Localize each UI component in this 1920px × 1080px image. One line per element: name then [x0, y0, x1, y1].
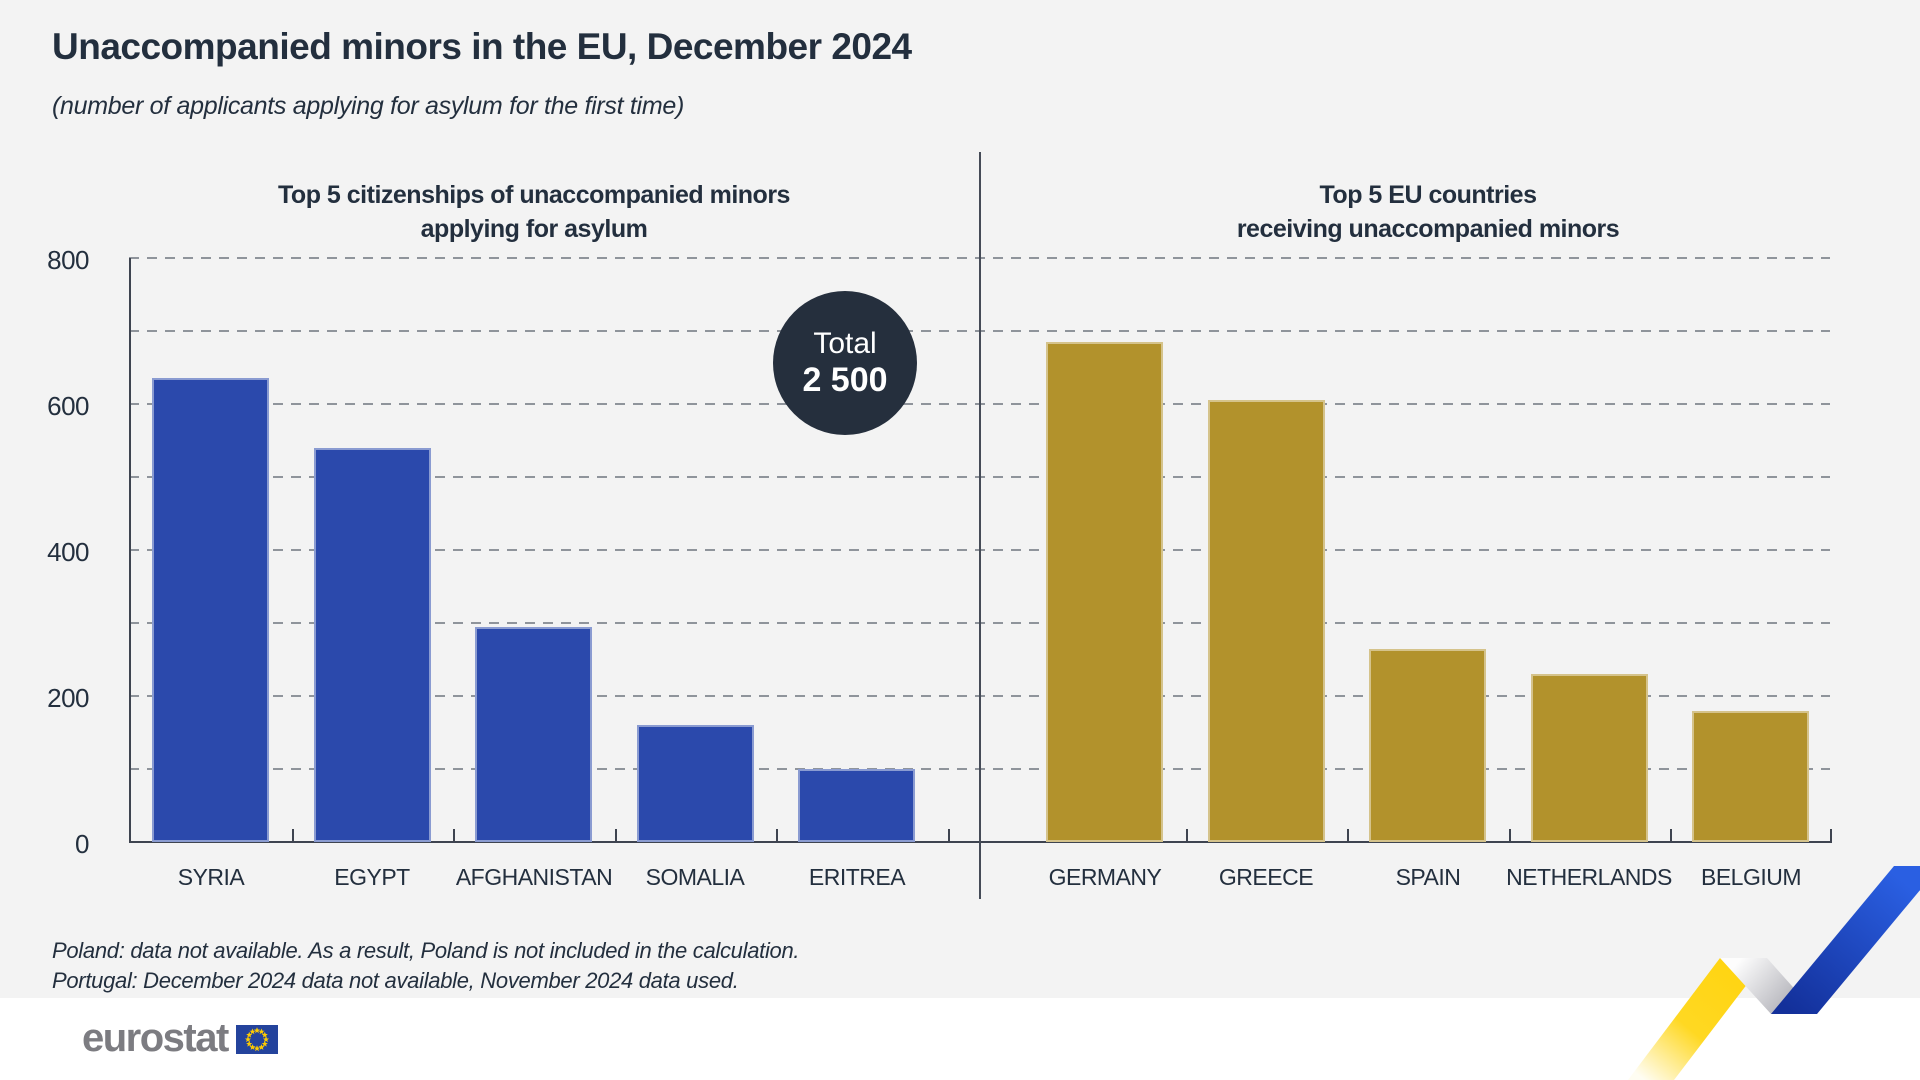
axis-end-tick-0	[948, 829, 950, 842]
axis-end-tick-1	[1830, 829, 1832, 842]
x-axis-label-eritrea: ERITREA	[808, 864, 906, 890]
category-tick-1-3	[1509, 829, 1511, 842]
ribbon-yellow-band	[1628, 958, 1767, 1080]
total-badge-label: Total	[813, 327, 877, 360]
footnote-poland: Poland: data not available. As a result,…	[52, 938, 800, 963]
flag-star	[261, 1040, 268, 1047]
right-chart-title-line2: receiving unaccompanied minors	[1236, 215, 1620, 243]
flag-star	[262, 1036, 269, 1043]
flag-star	[253, 1045, 260, 1052]
left-chart-title: Top 5 citizenships of unaccompanied mino…	[184, 178, 884, 246]
page-subtitle: (number of applicants applying for asylu…	[52, 92, 684, 120]
flag-star	[253, 1027, 260, 1034]
category-tick-0-3	[615, 829, 617, 842]
bar-syria	[152, 378, 269, 842]
x-axis-label-belgium: BELGIUM	[1700, 864, 1802, 890]
y-axis-label-400: 400	[47, 537, 89, 567]
y-axis-label-800: 800	[47, 245, 89, 275]
bar-germany	[1046, 342, 1163, 842]
left-chart-title-line1: Top 5 citizenships of unaccompanied mino…	[278, 181, 790, 209]
flag-star	[245, 1031, 253, 1038]
x-axis-label-germany: GERMANY	[1048, 864, 1162, 890]
flag-star	[249, 1044, 256, 1050]
eu-flag-icon	[235, 1025, 278, 1054]
bar-egypt	[314, 448, 431, 842]
flag-star	[258, 1044, 265, 1050]
y-axis-label-0: 0	[75, 829, 89, 859]
footer-band	[0, 998, 1920, 1080]
x-axis-label-egypt: EGYPT	[334, 864, 410, 890]
bar-somalia	[637, 725, 754, 842]
category-tick-0-2	[453, 829, 455, 842]
flag-star	[261, 1031, 268, 1038]
flag-star	[258, 1028, 265, 1035]
y-axis-line	[129, 258, 131, 842]
bar-afghanistan	[475, 627, 592, 842]
category-tick-0-1	[292, 829, 294, 842]
footnote-portugal: Portugal: December 2024 data not availab…	[52, 968, 739, 993]
right-chart-title-line1: Top 5 EU countries	[1319, 181, 1537, 209]
x-axis-label-spain: SPAIN	[1395, 864, 1461, 890]
category-tick-1-4	[1670, 829, 1672, 842]
ribbon-blue-band	[1771, 866, 1920, 1014]
right-chart-title: Top 5 EU countries receiving unaccompani…	[1078, 178, 1778, 246]
x-axis-label-greece: GREECE	[1218, 864, 1314, 890]
bar-netherlands	[1531, 674, 1648, 842]
bar-belgium	[1692, 711, 1809, 842]
panel-divider-line	[979, 152, 981, 899]
x-axis-label-syria: SYRIA	[177, 864, 245, 890]
bar-greece	[1208, 400, 1325, 842]
bar-eritrea	[798, 769, 915, 842]
eurostat-logo-text: eurostat	[82, 1016, 229, 1060]
total-badge-value: 2 500	[802, 361, 888, 399]
x-axis-label-afghanistan: AFGHANISTAN	[455, 864, 613, 890]
flag-star	[249, 1028, 256, 1035]
bar-spain	[1369, 649, 1486, 842]
category-tick-1-1	[1186, 829, 1188, 842]
x-axis-label-netherlands: NETHERLANDS	[1506, 864, 1672, 890]
left-chart-title-line2: applying for asylum	[420, 215, 648, 243]
page-title: Unaccompanied minors in the EU, December…	[52, 26, 912, 67]
ribbon-graphic	[1628, 866, 1920, 1080]
flag-star	[245, 1040, 253, 1047]
category-tick-0-4	[776, 829, 778, 842]
eurostat-logo: eurostat	[82, 1018, 278, 1058]
x-axis-label-somalia: SOMALIA	[645, 864, 745, 890]
total-badge: Total 2 500	[773, 291, 917, 435]
category-tick-1-2	[1347, 829, 1349, 842]
y-axis-label-200: 200	[47, 683, 89, 713]
y-axis-label-600: 600	[47, 391, 89, 421]
flag-star	[244, 1036, 251, 1043]
